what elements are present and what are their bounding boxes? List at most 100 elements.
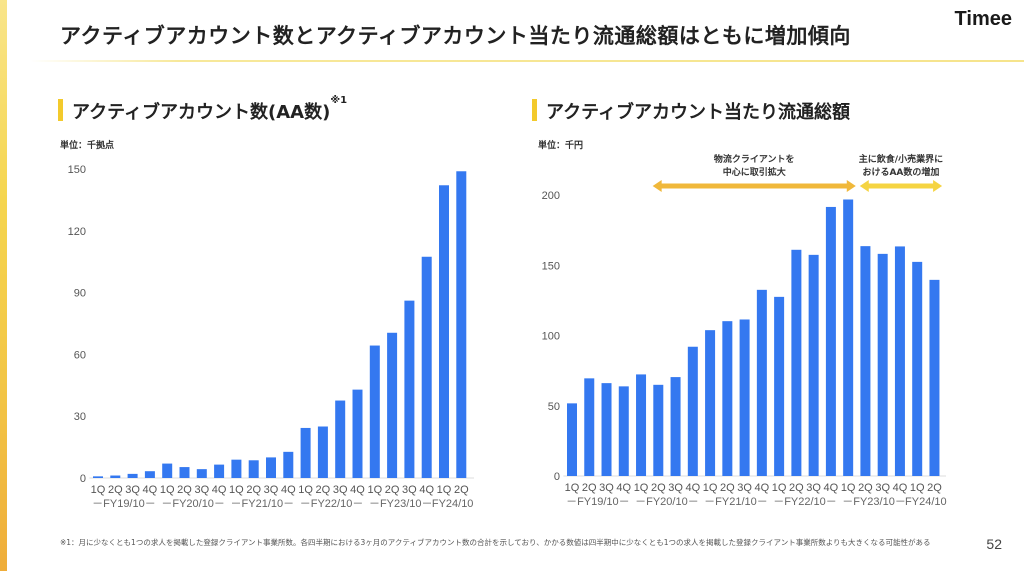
x-tick-label: 4Q xyxy=(350,484,365,496)
chart1-title-footnote-mark: ※1 xyxy=(330,95,348,106)
annotation-text: 主に飲食/小売業界に xyxy=(859,153,943,165)
x-tick-label: 1Q xyxy=(298,484,313,496)
fiscal-year-label: －FY19/10－ xyxy=(92,498,156,510)
bar xyxy=(127,473,138,478)
bar xyxy=(179,467,190,478)
x-tick-label: 2Q xyxy=(720,482,735,494)
x-tick-label: 4Q xyxy=(143,484,158,496)
x-tick-label: 2Q xyxy=(108,484,123,496)
arrow-head-right xyxy=(846,180,856,192)
x-tick-label: 2Q xyxy=(582,482,597,494)
fiscal-year-label: FY24/10 xyxy=(905,496,947,508)
fiscal-year-label: －FY21/10－ xyxy=(704,496,768,508)
fiscal-year-label: －FY21/10－ xyxy=(231,498,295,510)
x-tick-label: 3Q xyxy=(125,484,140,496)
x-tick-label: 1Q xyxy=(841,482,856,494)
fiscal-year-label: －FY22/10－ xyxy=(300,498,364,510)
x-tick-label: 1Q xyxy=(437,484,452,496)
x-tick-label: 3Q xyxy=(599,482,614,494)
bar xyxy=(687,346,698,476)
bar xyxy=(214,464,225,478)
annotation-text: 物流クライアントを xyxy=(714,153,795,165)
bar xyxy=(266,457,276,478)
page-number: 52 xyxy=(986,536,1002,552)
x-tick-label: 2Q xyxy=(385,484,400,496)
bar xyxy=(774,296,785,476)
bar xyxy=(231,459,242,478)
fiscal-year-label: －FY19/10－ xyxy=(566,496,630,508)
x-tick-label: 3Q xyxy=(737,482,752,494)
fiscal-year-label: －FY20/10－ xyxy=(161,498,225,510)
bar xyxy=(196,469,207,478)
brand-logo: Timee xyxy=(954,8,1012,30)
x-tick-label: 3Q xyxy=(402,484,417,496)
bar xyxy=(283,451,294,478)
bar xyxy=(404,300,415,478)
bar xyxy=(335,400,346,478)
chart2-title: アクティブアカウント当たり流通総額 xyxy=(532,98,850,124)
x-tick-label: 2Q xyxy=(177,484,192,496)
bar xyxy=(93,476,103,478)
bar xyxy=(894,246,905,476)
x-tick-label: 4Q xyxy=(824,482,839,494)
x-tick-label: 4Q xyxy=(281,484,296,496)
chart2-unit: 単位：千円 xyxy=(538,141,584,151)
x-tick-label: 1Q xyxy=(634,482,649,494)
bar xyxy=(912,261,923,476)
y-tick-label: 120 xyxy=(68,226,86,238)
x-tick-label: 2Q xyxy=(454,484,469,496)
x-tick-label: 1Q xyxy=(703,482,718,494)
chart2-title-text: アクティブアカウント当たり流通総額 xyxy=(546,102,851,123)
bar xyxy=(739,319,750,476)
bar xyxy=(877,253,888,476)
annotation-text: おけるAA数の増加 xyxy=(862,166,939,178)
bar xyxy=(808,254,819,476)
bar xyxy=(929,279,940,476)
annotation-text: 中心に取引拡大 xyxy=(723,166,786,178)
y-tick-label: 150 xyxy=(68,164,86,176)
x-tick-label: 1Q xyxy=(565,482,580,494)
bar xyxy=(369,345,380,478)
bar xyxy=(601,383,612,476)
bar xyxy=(110,475,121,478)
x-tick-label: 2Q xyxy=(651,482,666,494)
x-tick-label: 1Q xyxy=(367,484,382,496)
arrow-shaft xyxy=(658,183,850,189)
y-tick-label: 150 xyxy=(542,260,560,272)
x-tick-label: 2Q xyxy=(316,484,331,496)
y-tick-label: 0 xyxy=(554,471,560,483)
footnote: ※1：月に少なくとも1つの求人を掲載した登録クライアント事業所数。各四半期におけ… xyxy=(60,538,931,547)
arrow-head-left xyxy=(859,180,869,192)
bar xyxy=(722,321,733,476)
annotation-arrow xyxy=(859,180,943,192)
x-tick-label: 3Q xyxy=(668,482,683,494)
bar xyxy=(653,384,664,476)
arrow-head-right xyxy=(933,180,943,192)
x-tick-label: 2Q xyxy=(858,482,873,494)
x-tick-label: 4Q xyxy=(755,482,770,494)
y-tick-label: 60 xyxy=(74,349,86,361)
x-tick-label: 1Q xyxy=(229,484,244,496)
side-accent-stripe xyxy=(0,0,7,571)
y-tick-label: 90 xyxy=(74,288,86,300)
bar xyxy=(756,289,767,476)
bar xyxy=(300,427,311,478)
fiscal-year-label: －FY20/10－ xyxy=(635,496,699,508)
arrow-head-left xyxy=(652,180,662,192)
bar xyxy=(567,403,577,476)
x-tick-label: 1Q xyxy=(772,482,787,494)
x-tick-label: 4Q xyxy=(685,482,700,494)
y-tick-label: 100 xyxy=(542,331,560,343)
y-tick-label: 30 xyxy=(74,411,86,423)
arrow-shaft xyxy=(865,183,937,189)
x-tick-label: 3Q xyxy=(194,484,209,496)
x-tick-label: 4Q xyxy=(616,482,631,494)
chart1-title: アクティブアカウント数(AA数)※1 xyxy=(58,95,348,124)
bar xyxy=(843,199,854,476)
bar xyxy=(387,332,398,478)
y-tick-label: 200 xyxy=(542,190,560,202)
fiscal-year-label: －FY23/10－ xyxy=(842,496,906,508)
x-tick-label: 1Q xyxy=(91,484,106,496)
bar xyxy=(705,330,716,476)
